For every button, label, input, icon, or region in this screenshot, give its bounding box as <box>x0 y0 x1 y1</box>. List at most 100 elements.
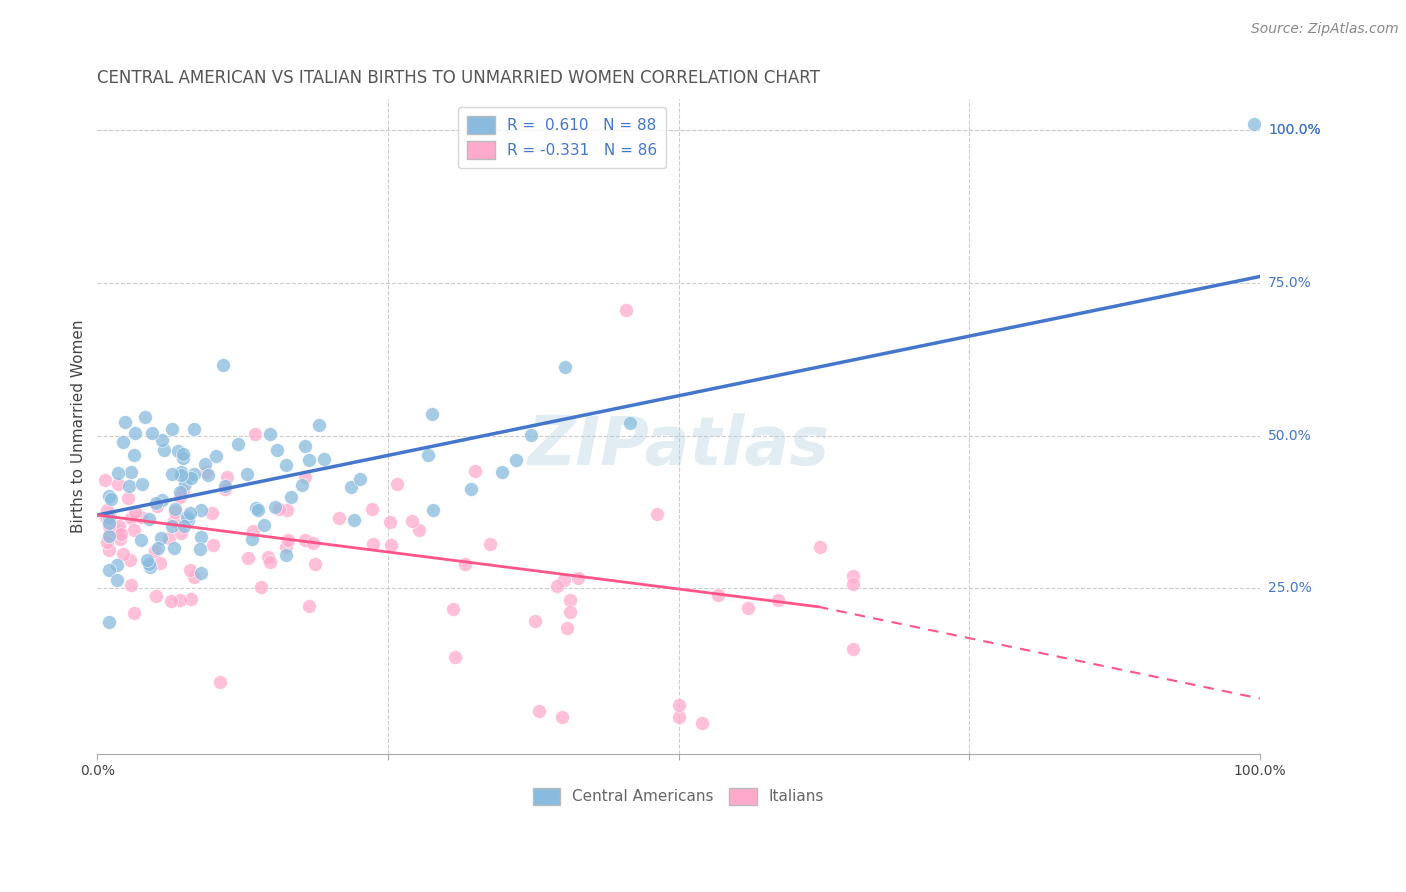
Point <box>454 557 477 571</box>
Point <box>361 502 384 516</box>
Point <box>98 509 121 524</box>
Point <box>112 548 135 562</box>
Legend: Central Americans, Italians: Central Americans, Italians <box>527 781 831 812</box>
Point <box>160 594 183 608</box>
Point <box>143 543 166 558</box>
Point <box>706 588 728 602</box>
Point <box>401 514 423 528</box>
Point <box>263 500 285 514</box>
Point <box>180 591 202 606</box>
Point <box>558 592 581 607</box>
Point <box>172 450 194 465</box>
Point <box>124 505 146 519</box>
Point <box>98 615 121 630</box>
Point <box>183 422 205 436</box>
Point <box>614 303 637 318</box>
Text: ZIPatlas: ZIPatlas <box>527 413 830 479</box>
Point <box>190 530 212 544</box>
Point <box>266 443 288 458</box>
Point <box>668 698 690 712</box>
Point <box>226 436 249 450</box>
Point <box>96 534 118 549</box>
Point <box>165 505 187 519</box>
Point <box>180 471 202 485</box>
Point <box>174 477 197 491</box>
Point <box>236 551 259 566</box>
Point <box>108 518 131 533</box>
Point <box>505 453 527 467</box>
Point <box>328 511 350 525</box>
Point <box>555 621 578 635</box>
Point <box>163 501 186 516</box>
Point <box>190 566 212 580</box>
Text: 25.0%: 25.0% <box>1268 582 1312 595</box>
Point <box>290 478 312 492</box>
Point <box>269 501 291 516</box>
Point <box>553 573 575 587</box>
Point <box>302 535 325 549</box>
Point <box>380 515 402 529</box>
Point <box>176 509 198 524</box>
Point <box>98 529 121 543</box>
Point <box>257 550 280 565</box>
Point <box>160 518 183 533</box>
Point <box>141 425 163 440</box>
Point <box>170 465 193 479</box>
Point <box>107 477 129 491</box>
Point <box>668 710 690 724</box>
Point <box>416 449 439 463</box>
Point <box>195 465 218 479</box>
Point <box>420 408 443 422</box>
Point <box>172 447 194 461</box>
Point <box>194 457 217 471</box>
Point <box>118 479 141 493</box>
Text: 50.0%: 50.0% <box>1268 428 1312 442</box>
Point <box>138 557 160 571</box>
Point <box>107 523 129 537</box>
Point <box>120 511 142 525</box>
Point <box>173 519 195 533</box>
Point <box>558 606 581 620</box>
Point <box>551 710 574 724</box>
Point <box>190 542 212 557</box>
Point <box>527 704 550 718</box>
Point <box>308 417 330 432</box>
Point <box>122 607 145 621</box>
Point <box>170 525 193 540</box>
Point <box>120 578 142 592</box>
Point <box>363 537 385 551</box>
Point <box>214 479 236 493</box>
Point <box>443 650 465 665</box>
Point <box>304 557 326 571</box>
Point <box>145 589 167 603</box>
Point <box>157 531 180 545</box>
Point <box>259 427 281 442</box>
Point <box>105 574 128 588</box>
Point <box>737 601 759 615</box>
Point <box>201 538 224 552</box>
Point <box>246 503 269 517</box>
Point <box>98 516 121 531</box>
Point <box>114 415 136 429</box>
Point <box>294 470 316 484</box>
Point <box>842 641 865 656</box>
Point <box>145 496 167 510</box>
Point <box>96 502 118 516</box>
Point <box>149 556 172 570</box>
Text: 100.0%: 100.0% <box>1268 123 1320 136</box>
Point <box>177 513 200 527</box>
Point <box>134 410 156 425</box>
Point <box>250 580 273 594</box>
Point <box>150 493 173 508</box>
Point <box>122 523 145 537</box>
Point <box>97 542 120 557</box>
Point <box>245 427 267 442</box>
Point <box>94 473 117 487</box>
Point <box>117 491 139 505</box>
Point <box>259 555 281 569</box>
Point <box>520 428 543 442</box>
Point <box>94 509 117 524</box>
Point <box>169 490 191 504</box>
Point <box>808 540 831 554</box>
Point <box>380 538 402 552</box>
